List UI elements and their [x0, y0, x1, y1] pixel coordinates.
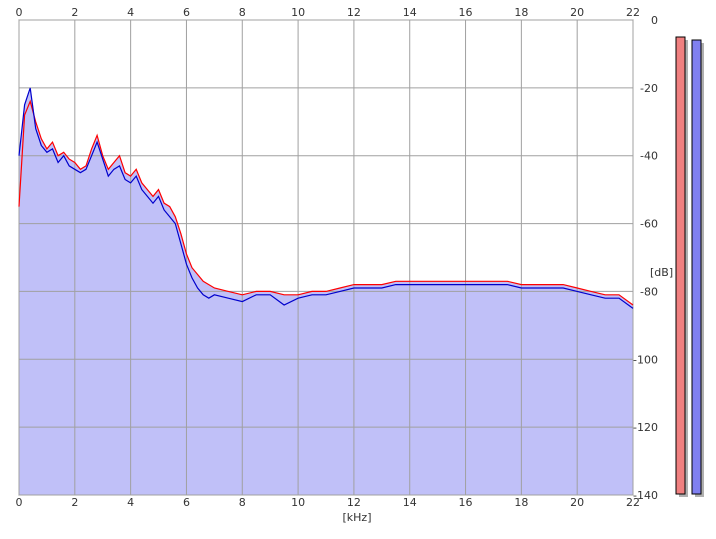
x-tick-label-top: 14	[403, 6, 417, 19]
x-tick-label-top: 22	[626, 6, 640, 19]
x-tick-label-bottom: 0	[16, 496, 23, 509]
y-tick-label: -40	[640, 150, 658, 163]
x-tick-label-bottom: 6	[183, 496, 190, 509]
x-tick-label-top: 20	[570, 6, 584, 19]
x-tick-label-top: 4	[127, 6, 134, 19]
x-tick-label-bottom: 18	[514, 496, 528, 509]
y-tick-label: -60	[640, 218, 658, 231]
y-axis-ticks: 0 -20 -40 -60 -80 -100 -120 -140	[633, 14, 658, 502]
x-tick-label-top: 10	[291, 6, 305, 19]
x-tick-label-bottom: 22	[626, 496, 640, 509]
y-tick-label: -20	[640, 82, 658, 95]
x-tick-label-top: 2	[71, 6, 78, 19]
y-axis-label: [dB]	[650, 266, 673, 279]
x-tick-label-top: 12	[347, 6, 361, 19]
x-tick-label-top: 18	[514, 6, 528, 19]
x-tick-label-bottom: 20	[570, 496, 584, 509]
level-meters	[675, 36, 704, 497]
series-line-1	[18, 87, 634, 309]
series-lines	[18, 87, 634, 309]
x-tick-label-bottom: 16	[459, 496, 473, 509]
y-tick-label: -140	[633, 489, 658, 502]
y-tick-label: -100	[633, 353, 658, 366]
x-tick-label-top: 6	[183, 6, 190, 19]
x-tick-label-bottom: 10	[291, 496, 305, 509]
x-tick-label-top: 16	[459, 6, 473, 19]
x-tick-label-bottom: 14	[403, 496, 417, 509]
series-line-0	[18, 99, 634, 306]
level-meter-0	[675, 36, 686, 495]
x-tick-label-bottom: 4	[127, 496, 134, 509]
x-tick-label-top: 8	[239, 6, 246, 19]
x-axis-label: [kHz]	[343, 511, 372, 524]
x-tick-label-bottom: 2	[71, 496, 78, 509]
y-tick-label: 0	[651, 14, 658, 27]
y-tick-label: -80	[640, 285, 658, 298]
level-meter-1	[691, 39, 702, 495]
x-tick-label-bottom: 8	[239, 496, 246, 509]
x-tick-label-top: 0	[16, 6, 23, 19]
x-tick-label-bottom: 12	[347, 496, 361, 509]
y-tick-label: -120	[633, 421, 658, 434]
x-axis-top-ticks: 0 2 4 6 8 10 12 14 16 18 20 22	[16, 6, 641, 19]
x-axis-bottom-ticks: 0 2 4 6 8 10 12 14 16 18 20 22	[16, 496, 641, 509]
